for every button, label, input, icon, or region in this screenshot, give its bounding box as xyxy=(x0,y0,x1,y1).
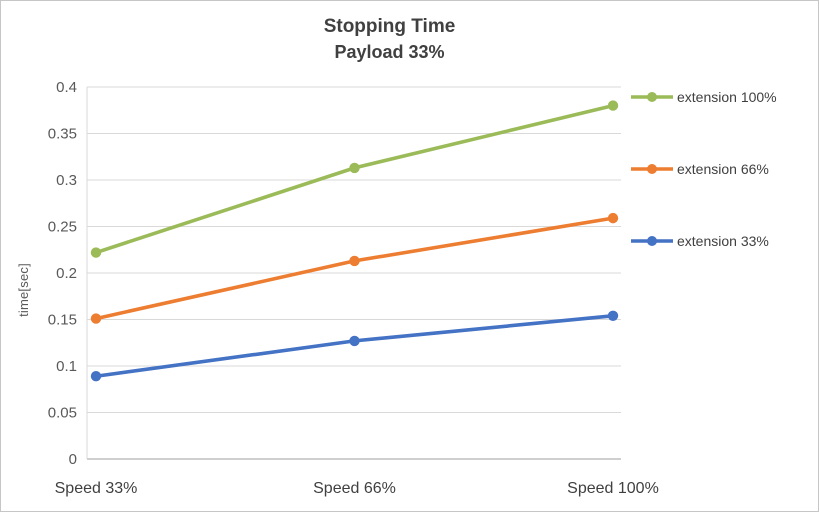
data-point-marker xyxy=(607,212,619,224)
data-point-marker xyxy=(607,100,619,111)
chart-title-block: Stopping Time Payload 33% xyxy=(1,13,818,65)
data-point-marker xyxy=(90,371,102,382)
x-tick-label: Speed 66% xyxy=(313,480,396,497)
y-tick-label: 0.3 xyxy=(56,172,77,189)
y-tick-label: 0.1 xyxy=(56,358,77,375)
y-tick-label: 0 xyxy=(69,451,77,468)
y-tick-label: 0.15 xyxy=(48,312,77,329)
x-tick-label: Speed 100% xyxy=(567,480,659,497)
data-point-marker xyxy=(90,247,102,258)
legend-item-extension-33: extension 33% xyxy=(630,233,777,249)
chart-title: Stopping Time xyxy=(323,16,456,37)
y-tick-label: 0.2 xyxy=(56,265,77,282)
y-tick-label: 0.05 xyxy=(48,405,77,422)
data-point-marker xyxy=(349,335,360,347)
legend: extension 100% extension 66% extension 3… xyxy=(630,89,777,249)
legend-label: extension 66% xyxy=(677,161,769,177)
legend-item-extension-66: extension 66% xyxy=(630,161,777,177)
legend-line-marker-icon xyxy=(631,92,673,102)
data-point-marker xyxy=(607,310,619,321)
data-point-marker xyxy=(90,313,102,324)
data-point-marker xyxy=(349,255,360,267)
x-tick-label: Speed 33% xyxy=(55,480,138,497)
legend-item-extension-100: extension 100% xyxy=(630,89,777,105)
legend-line-marker-icon xyxy=(631,164,673,174)
legend-line-marker-icon xyxy=(631,236,673,246)
legend-label: extension 33% xyxy=(677,233,769,249)
chart-subtitle: Payload 33% xyxy=(334,42,445,62)
y-tick-label: 0.35 xyxy=(48,126,77,143)
y-tick-label: 0.25 xyxy=(48,219,77,236)
y-tick-label: 0.4 xyxy=(56,79,77,96)
data-point-marker xyxy=(349,162,360,174)
legend-label: extension 100% xyxy=(677,89,777,105)
series-line xyxy=(94,216,615,321)
